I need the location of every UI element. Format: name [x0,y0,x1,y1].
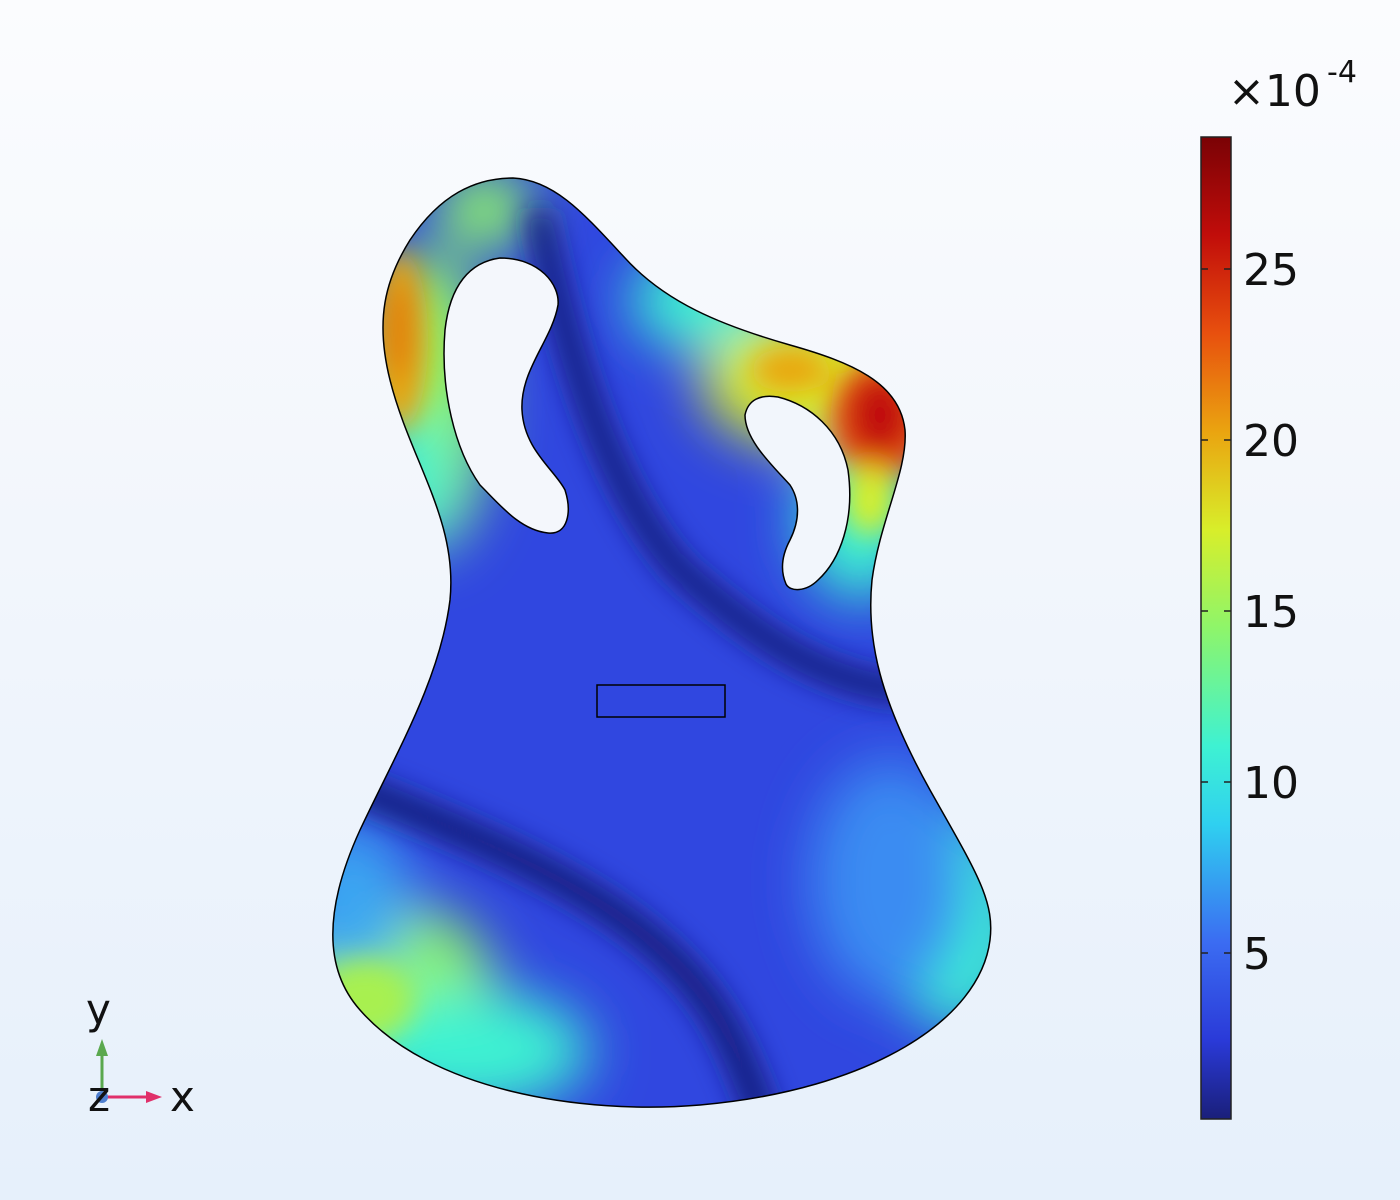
bridge-rect [596,684,726,718]
colorbar-tick-label: 25 [1243,245,1299,296]
colorbar-tick-label: 20 [1243,416,1299,467]
z-axis-label: z [88,1072,110,1121]
axis-triad: x y z [86,985,195,1121]
right-hole [744,395,851,591]
colorbar-tick-label: 5 [1243,929,1271,980]
z-axis-dot [96,1091,108,1103]
y-axis-label: y [86,985,111,1034]
colorbar: 5 10 15 20 25 ×10 -4 [1200,55,1357,1120]
colorbar-multiplier: ×10 [1228,66,1321,117]
x-axis-label: x [170,1072,195,1121]
field-surface-plot[interactable] [275,150,1025,1130]
colorbar-exponent: -4 [1327,55,1357,90]
colorbar-tick-label: 15 [1243,587,1299,638]
colorbar-tick-label: 10 [1243,758,1299,809]
colorbar-gradient [1200,136,1232,1120]
left-hole [443,257,569,534]
